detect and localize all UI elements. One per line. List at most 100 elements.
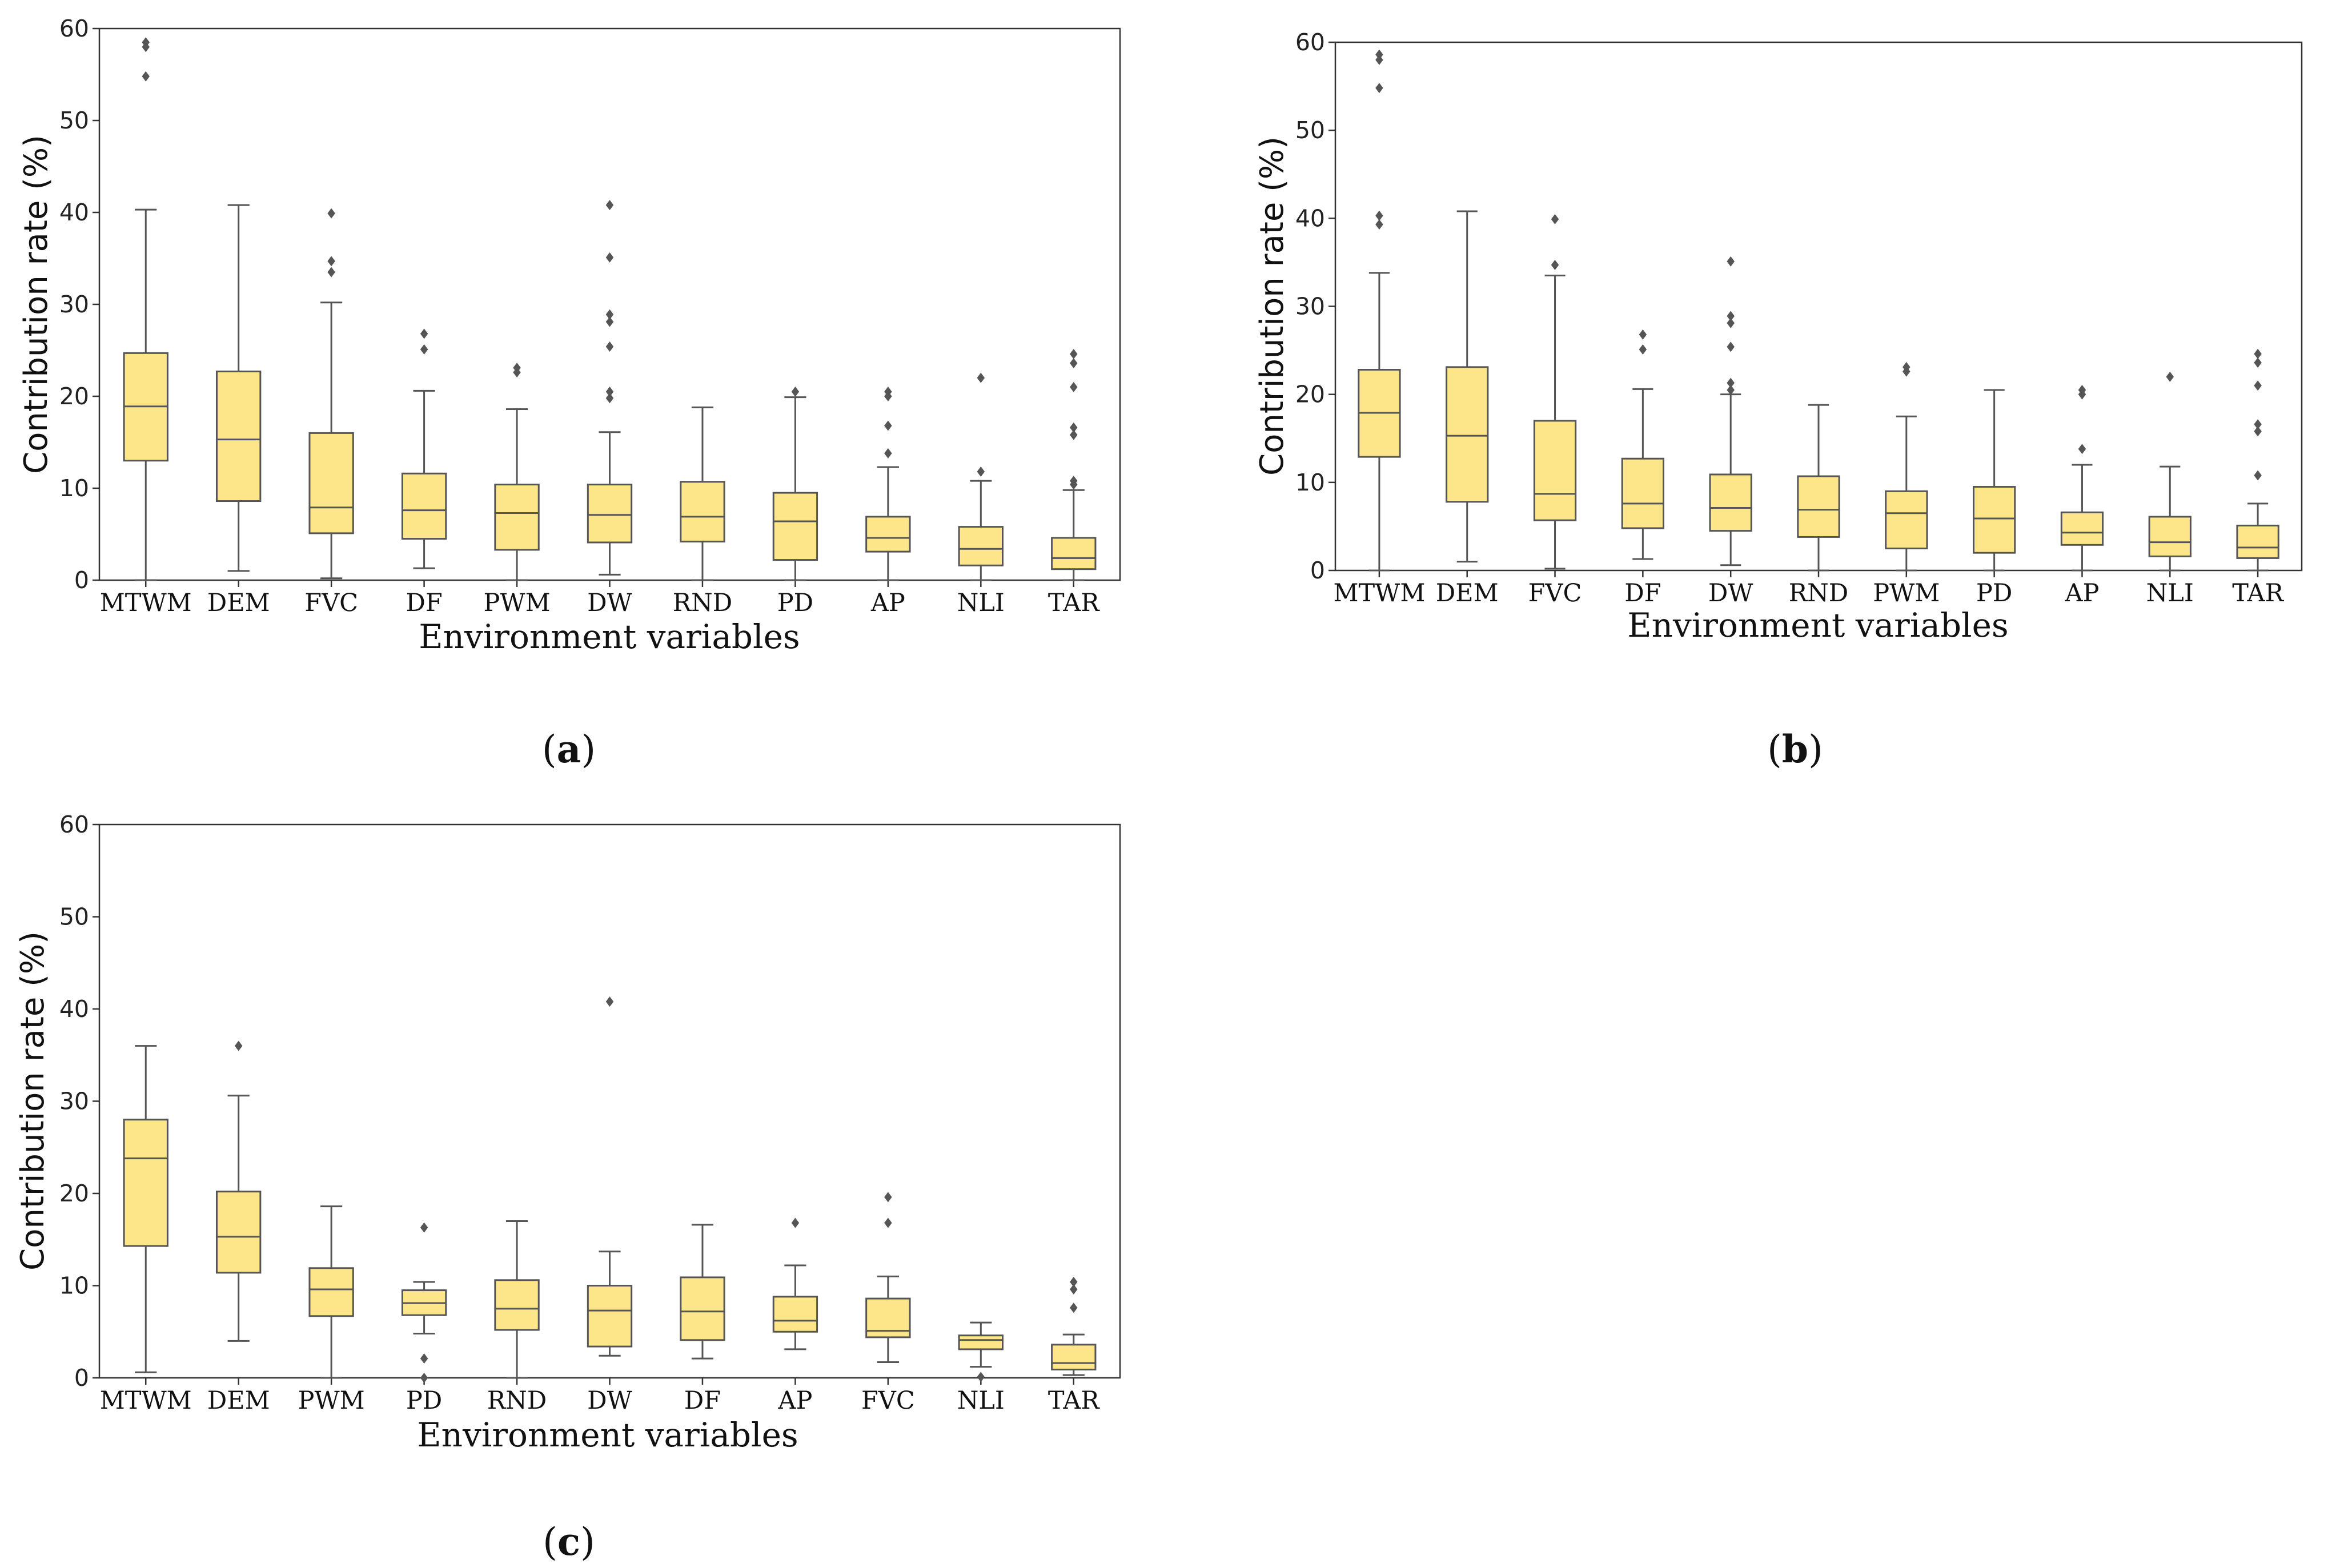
x-tick-label: MTWM bbox=[100, 1386, 192, 1415]
outlier-point bbox=[1070, 1302, 1078, 1313]
y-tick-label: 10 bbox=[59, 1272, 89, 1300]
box-df bbox=[1621, 457, 1665, 529]
box-dem bbox=[216, 371, 262, 502]
box-nli bbox=[2148, 516, 2192, 557]
panel-c: 0 10 20 30 40 50 60 MTWM DEM PWM PD RND DW DF AP FVC NLI… bbox=[14, 811, 1121, 1564]
y-tick-label: 40 bbox=[59, 995, 89, 1023]
outlier-point bbox=[1070, 476, 1078, 487]
box-ap bbox=[2060, 511, 2104, 546]
outlier-point bbox=[977, 1372, 985, 1382]
y-tick-label: 40 bbox=[1295, 204, 1325, 232]
outlier-point bbox=[605, 393, 614, 404]
box-rnd bbox=[494, 1279, 540, 1331]
y-tick-label: 0 bbox=[74, 1364, 89, 1392]
outlier-point bbox=[884, 386, 892, 397]
outlier-point bbox=[1375, 219, 1383, 230]
x-tick-label: AP bbox=[2064, 579, 2099, 608]
outlier-point bbox=[1551, 260, 1559, 271]
x-tick-label: PWM bbox=[1873, 579, 1940, 608]
x-axis-title: Environment variables bbox=[419, 617, 800, 656]
outlier-point bbox=[1727, 317, 1735, 328]
x-tick-label: RND bbox=[487, 1386, 547, 1415]
panel-label: (c) bbox=[543, 1519, 595, 1564]
outlier-point bbox=[1727, 311, 1735, 321]
outlier-point bbox=[884, 420, 892, 431]
y-tick-label: 0 bbox=[74, 566, 89, 594]
outlier-point bbox=[1070, 429, 1078, 440]
box-nli bbox=[958, 1334, 1004, 1350]
outlier-point bbox=[1727, 384, 1735, 395]
x-tick-label: AP bbox=[870, 589, 905, 617]
box-mtwm bbox=[123, 1119, 168, 1247]
y-tick-label: 20 bbox=[59, 1180, 89, 1207]
outlier-point bbox=[791, 1217, 800, 1228]
outlier-point bbox=[420, 344, 428, 355]
x-tick-label: MTWM bbox=[1333, 579, 1425, 608]
x-tick-label: DEM bbox=[207, 1386, 270, 1415]
outlier-point bbox=[142, 37, 150, 48]
box-pd bbox=[1972, 486, 2016, 554]
outlier-point bbox=[2254, 426, 2262, 437]
outlier-point bbox=[420, 1353, 428, 1364]
box-tar bbox=[1051, 537, 1097, 570]
outlier-point bbox=[1070, 358, 1078, 369]
x-tick-label: TAR bbox=[2232, 579, 2284, 608]
y-tick-label: 50 bbox=[1295, 116, 1325, 144]
y-tick-label: 20 bbox=[59, 383, 89, 410]
outlier-point bbox=[2254, 470, 2262, 481]
outlier-point bbox=[1375, 210, 1383, 221]
box-nli bbox=[958, 526, 1004, 566]
outlier-point bbox=[420, 328, 428, 339]
x-tick-label: DEM bbox=[1436, 579, 1499, 608]
panel-label: (a) bbox=[542, 727, 596, 771]
box-dw bbox=[1709, 473, 1752, 532]
x-tick-label: PWM bbox=[483, 589, 550, 617]
y-tick-label: 30 bbox=[59, 291, 89, 318]
outlier-point bbox=[1375, 83, 1383, 94]
box-pd bbox=[772, 492, 818, 561]
outlier-point bbox=[1727, 341, 1735, 352]
y-tick-label: 60 bbox=[59, 15, 89, 42]
y-axis-title: Contribution rate (%) bbox=[1254, 136, 1291, 476]
panel-b: 0 10 20 30 40 50 60 MTWM DEM FVC DF DW RND PWM PD AP NLI… bbox=[1254, 29, 2303, 771]
outlier-point bbox=[884, 1217, 892, 1228]
outlier-point bbox=[513, 363, 521, 373]
box-dw bbox=[587, 1285, 633, 1348]
outlier-point bbox=[605, 341, 614, 352]
outlier-point bbox=[977, 467, 985, 477]
box-tar bbox=[1051, 1344, 1097, 1370]
outlier-point bbox=[605, 996, 614, 1007]
x-axis-title: Environment variables bbox=[417, 1416, 798, 1454]
outlier-point bbox=[1070, 422, 1078, 433]
outlier-point bbox=[2254, 380, 2262, 391]
y-tick-label: 30 bbox=[59, 1088, 89, 1115]
y-tick-label: 0 bbox=[1310, 557, 1325, 584]
outlier-point bbox=[327, 208, 335, 219]
x-tick-label: NLI bbox=[957, 1386, 1005, 1415]
outlier-point bbox=[884, 1192, 892, 1203]
x-tick-label: DF bbox=[406, 589, 442, 617]
outlier-point bbox=[1903, 361, 1910, 372]
outlier-point bbox=[605, 386, 614, 397]
x-tick-label: TAR bbox=[1048, 1386, 1100, 1415]
box-rnd bbox=[1797, 475, 1840, 538]
x-tick-label: RND bbox=[673, 589, 732, 617]
x-tick-label: NLI bbox=[957, 589, 1005, 617]
outlier-point bbox=[2078, 444, 2086, 455]
outlier-point bbox=[1070, 1277, 1078, 1288]
y-tick-label: 30 bbox=[1295, 293, 1325, 320]
outlier-point bbox=[1375, 49, 1383, 60]
outlier-point bbox=[420, 1373, 428, 1383]
outlier-point bbox=[1727, 377, 1735, 388]
x-axis-title: Environment variables bbox=[1627, 606, 2008, 645]
panel-letter: b bbox=[1782, 727, 1808, 771]
x-tick-label: FVC bbox=[304, 589, 358, 617]
outlier-point bbox=[2254, 348, 2262, 359]
y-tick-label: 40 bbox=[59, 199, 89, 226]
outlier-point bbox=[1639, 344, 1647, 355]
x-tick-label: RND bbox=[1789, 579, 1848, 608]
x-tick-label: PD bbox=[406, 1386, 442, 1415]
x-tick-label: DF bbox=[684, 1386, 721, 1415]
outlier-point bbox=[1727, 256, 1735, 267]
